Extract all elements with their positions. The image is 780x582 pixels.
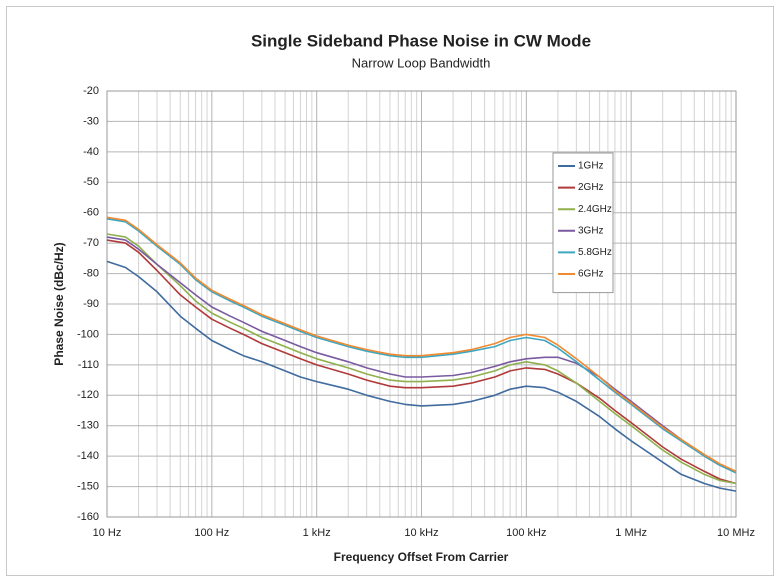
y-tick-label: -110 bbox=[78, 359, 99, 371]
y-tick-label: -70 bbox=[83, 237, 99, 249]
y-tick-label: -20 bbox=[83, 85, 99, 97]
y-tick-label: -50 bbox=[83, 176, 99, 188]
x-tick-label: 10 kHz bbox=[404, 527, 438, 539]
x-tick-label: 100 Hz bbox=[194, 527, 229, 539]
plot-border bbox=[106, 90, 737, 518]
legend-label: 5.8GHz bbox=[578, 247, 612, 258]
x-axis-title: Frequency Offset From Carrier bbox=[334, 550, 509, 564]
y-tick-label: -120 bbox=[77, 389, 99, 401]
y-tick-label: -90 bbox=[83, 298, 99, 310]
x-tick-label: 1 kHz bbox=[303, 527, 331, 539]
chart-title: Single Sideband Phase Noise in CW Mode bbox=[251, 31, 591, 50]
series-line bbox=[106, 239, 737, 485]
series-line bbox=[106, 216, 737, 473]
legend-box bbox=[552, 152, 614, 294]
y-tick-label: -130 bbox=[77, 420, 99, 432]
y-tick-label: -30 bbox=[83, 115, 99, 127]
y-axis-title: Phase Noise (dBc/Hz) bbox=[52, 242, 66, 365]
x-tick-label: 10 MHz bbox=[717, 527, 755, 539]
series-line bbox=[106, 218, 737, 474]
chart-subtitle: Narrow Loop Bandwidth bbox=[352, 55, 491, 70]
legend-label: 3GHz bbox=[578, 225, 604, 236]
y-tick-label: -100 bbox=[77, 328, 99, 340]
series-line bbox=[106, 260, 737, 492]
y-tick-label: -150 bbox=[77, 480, 99, 492]
y-tick-label: -40 bbox=[83, 146, 99, 158]
x-tick-label: 100 kHz bbox=[506, 527, 546, 539]
y-tick-label: -80 bbox=[83, 267, 99, 279]
x-tick-label: 1 MHz bbox=[615, 527, 647, 539]
legend-label: 6GHz bbox=[578, 269, 604, 280]
legend-label: 1GHz bbox=[578, 161, 604, 172]
y-tick-label: -60 bbox=[83, 207, 99, 219]
y-tick-label: -140 bbox=[77, 450, 99, 462]
y-tick-label: -160 bbox=[77, 511, 99, 523]
x-tick-label: 10 Hz bbox=[93, 527, 122, 539]
legend-label: 2GHz bbox=[578, 182, 604, 193]
series-line bbox=[106, 233, 737, 485]
series-line bbox=[106, 236, 737, 473]
legend-label: 2.4GHz bbox=[578, 204, 612, 215]
